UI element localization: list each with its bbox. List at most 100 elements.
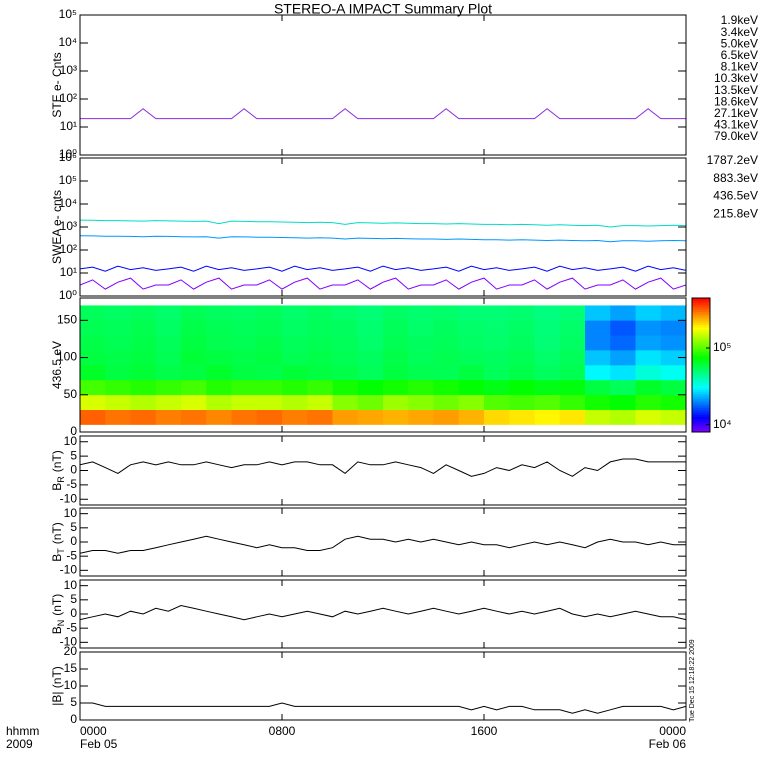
x-tick-label: 1600 xyxy=(471,724,498,738)
heat-cell xyxy=(256,305,283,321)
heat-cell xyxy=(408,365,434,381)
heat-cell xyxy=(332,379,359,396)
heat-cell xyxy=(332,305,359,321)
panel-frame xyxy=(79,507,687,577)
colorbar-segment xyxy=(692,302,710,306)
y-axis-label-main: B xyxy=(50,483,64,491)
heat-cell xyxy=(105,409,131,425)
y-tick-label: 0 xyxy=(70,424,77,438)
panel xyxy=(80,305,686,425)
colorbar-segment xyxy=(692,349,710,353)
heat-cell xyxy=(282,409,308,425)
colorbar-segment xyxy=(692,373,710,377)
x-date-label: Feb 06 xyxy=(649,737,687,751)
heat-cell xyxy=(357,305,384,321)
y-tick-label: 10² xyxy=(60,242,77,256)
heat-cell xyxy=(231,409,258,425)
y-axis-label-unit: (nT) xyxy=(50,450,64,472)
heat-cell xyxy=(256,320,283,336)
heat-cell xyxy=(80,335,106,351)
heat-cell xyxy=(130,305,157,321)
heat-cell xyxy=(534,409,561,425)
heat-cell xyxy=(559,409,586,425)
heat-cell xyxy=(509,320,535,336)
heat-cell xyxy=(357,409,384,425)
colorbar-segment xyxy=(692,320,710,324)
y-axis-label-main: |B| (nT) xyxy=(50,666,64,706)
heat-cell xyxy=(585,365,611,381)
y-tick-label: 10 xyxy=(64,434,78,448)
plot-title: STEREO-A IMPACT Summary Plot xyxy=(274,1,492,17)
heat-cell xyxy=(383,379,409,396)
heat-cell xyxy=(458,409,485,425)
heat-cell xyxy=(130,379,157,396)
colorbar-segment xyxy=(692,378,710,382)
heat-cell xyxy=(433,350,460,366)
y-tick-label: 10 xyxy=(64,506,78,520)
x-tick-label: 0000 xyxy=(659,724,686,738)
legend-entry: 13.5keV xyxy=(714,83,758,97)
heat-cell xyxy=(559,350,586,366)
heat-cell xyxy=(660,365,686,381)
heat-cell xyxy=(357,320,384,336)
y-axis-label: STE e- Cnts xyxy=(50,52,64,117)
heat-cell xyxy=(559,305,586,321)
colorbar-segment xyxy=(692,318,710,321)
colorbar-segment xyxy=(692,338,710,341)
y-axis-label-main: SWEA e- cnts xyxy=(50,190,64,264)
colorbar-segment xyxy=(692,382,710,386)
series-line xyxy=(80,108,686,120)
y-tick-label: 0 xyxy=(70,606,77,620)
series-line xyxy=(80,702,686,714)
colorbar-segment xyxy=(692,311,710,315)
heat-cell xyxy=(181,365,207,381)
heat-cell xyxy=(231,320,258,336)
colorbar-segment xyxy=(692,315,710,319)
heat-cell xyxy=(660,305,686,321)
heat-cell xyxy=(559,365,586,381)
heat-cell xyxy=(610,335,636,351)
heat-cell xyxy=(181,350,207,366)
heat-cell xyxy=(181,394,207,410)
colorbar-segment xyxy=(692,358,710,362)
y-tick-label: 20 xyxy=(64,644,78,658)
heat-cell xyxy=(332,320,359,336)
heat-cell xyxy=(130,394,157,410)
panel xyxy=(80,702,686,714)
heat-cell xyxy=(408,305,434,321)
heat-cell xyxy=(256,394,283,410)
y-axis-label-unit: (nT) xyxy=(50,522,64,544)
legend-entry: 215.8eV xyxy=(713,206,758,220)
colorbar-segment xyxy=(692,329,710,332)
colorbar-segment xyxy=(692,411,710,415)
heat-cell xyxy=(357,365,384,381)
colorbar-segment xyxy=(692,362,710,366)
heat-cell xyxy=(80,365,106,381)
x-tick-label: 0800 xyxy=(269,724,296,738)
colorbar-segment xyxy=(692,418,710,422)
y-tick-label: 100 xyxy=(57,350,77,364)
colorbar-segment xyxy=(692,340,710,344)
colorbar-segment xyxy=(692,309,710,312)
heat-cell xyxy=(130,350,157,366)
colorbar-segment xyxy=(692,376,710,379)
y-tick-label: 5 xyxy=(70,592,77,606)
colorbar-segment xyxy=(692,353,710,357)
heat-cell xyxy=(559,320,586,336)
colorbar-segment xyxy=(692,344,710,348)
heat-cell xyxy=(534,394,561,410)
heat-cell xyxy=(206,409,232,425)
y-tick-label: -10 xyxy=(60,491,78,505)
series-line xyxy=(80,219,686,228)
series-line xyxy=(80,277,686,290)
heat-cell xyxy=(206,379,232,396)
heat-cell xyxy=(282,350,308,366)
colorbar-frame xyxy=(691,297,711,433)
heat-cell xyxy=(231,305,258,321)
heat-cell xyxy=(256,365,283,381)
heat-cell xyxy=(256,379,283,396)
colorbar-segment xyxy=(692,298,710,301)
heat-cell xyxy=(256,409,283,425)
heat-cell xyxy=(610,365,636,381)
heat-cell xyxy=(256,350,283,366)
